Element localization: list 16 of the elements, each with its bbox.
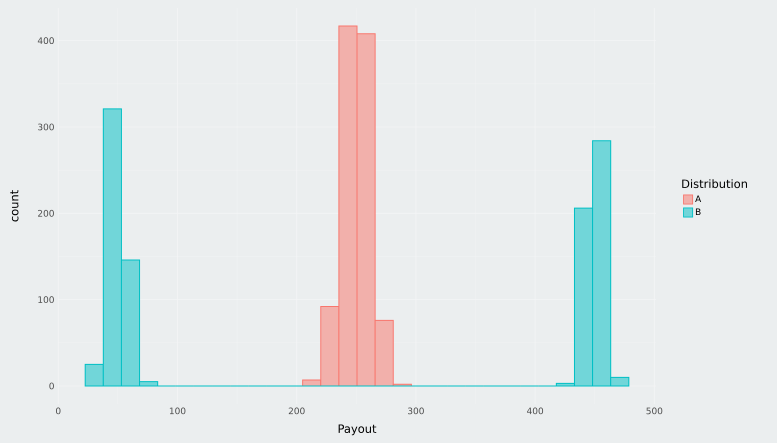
legend-label: B	[696, 208, 701, 216]
y-tick-label: 0	[49, 382, 54, 390]
x-tick-label: 300	[408, 408, 424, 414]
x-tick-label: 400	[527, 408, 544, 414]
y-tick-label: 400	[38, 37, 54, 44]
legend-title: Distribution	[682, 179, 747, 188]
x-tick-label: 100	[170, 408, 186, 414]
y-tick-label: 100	[38, 296, 54, 304]
y-tick-label: 300	[38, 124, 54, 130]
x-tick-label: 500	[646, 408, 662, 414]
x-tick-label: 200	[288, 408, 305, 414]
y-axis-title: count	[10, 190, 18, 222]
legend-label: A	[695, 195, 702, 202]
x-tick-label: 0	[56, 408, 61, 414]
x-axis-title: Payout	[338, 424, 376, 436]
y-tick-label: 200	[38, 210, 54, 217]
